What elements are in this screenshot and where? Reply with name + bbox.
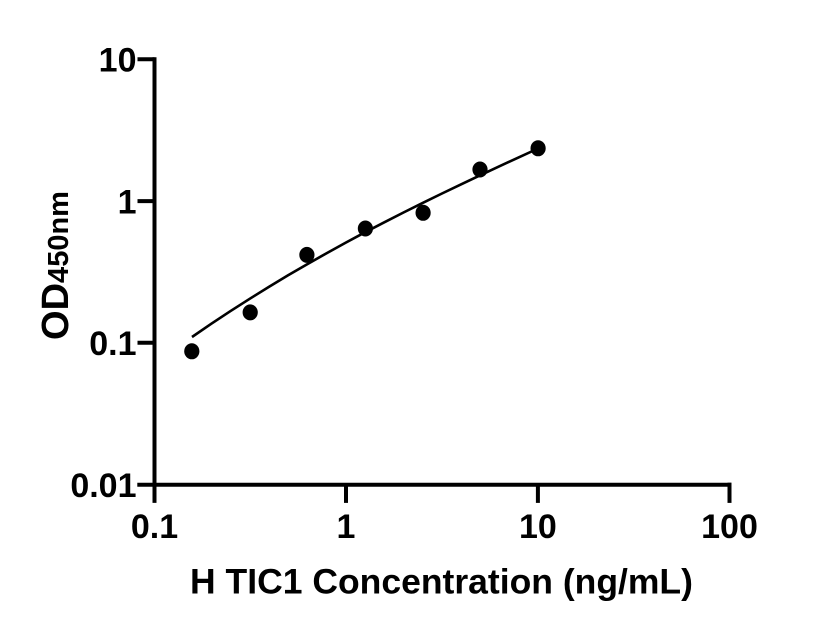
svg-text:0.1: 0.1 (131, 508, 178, 546)
svg-text:1: 1 (118, 184, 137, 222)
svg-text:0.1: 0.1 (89, 325, 136, 363)
svg-text:0.01: 0.01 (70, 467, 136, 505)
svg-text:100: 100 (701, 508, 758, 546)
svg-text:10: 10 (99, 42, 137, 80)
svg-text:H TIC1 Concentration (ng/mL): H TIC1 Concentration (ng/mL) (190, 561, 693, 601)
svg-text:1: 1 (337, 508, 356, 546)
svg-text:10: 10 (519, 508, 557, 546)
